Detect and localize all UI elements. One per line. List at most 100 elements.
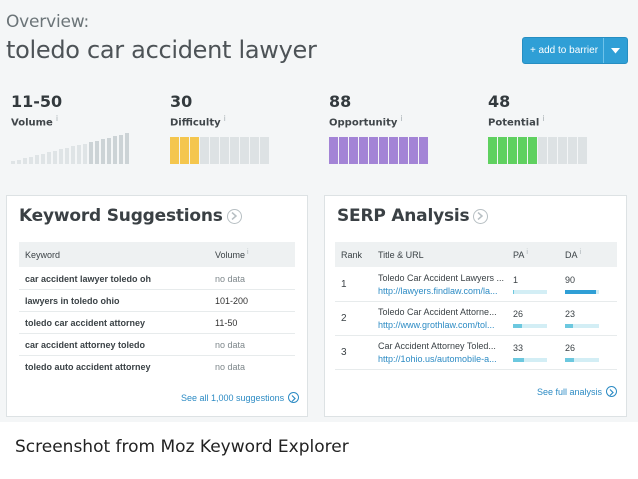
meter-segment xyxy=(200,137,209,164)
keyword-suggestions-title[interactable]: Keyword Suggestions xyxy=(19,206,242,226)
rank-cell: 3 xyxy=(341,347,347,358)
chevron-right-circle-icon[interactable] xyxy=(226,208,242,224)
info-icon[interactable]: i xyxy=(542,114,545,123)
meter-segment xyxy=(220,137,229,164)
rank-cell: 1 xyxy=(341,279,347,290)
meter-segment xyxy=(359,137,368,164)
histogram-bar xyxy=(11,161,15,164)
add-to-list-button[interactable]: + add to barrier xyxy=(522,37,628,64)
meter-segment xyxy=(548,137,557,164)
table-header: Rank Title & URL PA i DA i xyxy=(335,242,617,267)
metric-label: Volume xyxy=(11,117,53,129)
volume-cell: no data xyxy=(215,339,246,350)
column-header-da: DA i xyxy=(565,249,582,260)
metric-value: 30 xyxy=(170,92,193,111)
table-row[interactable]: car accident attorney toledo no data xyxy=(19,334,295,356)
difficulty-meter xyxy=(170,130,270,164)
meter-segment xyxy=(379,137,388,164)
result-title: Car Accident Attorney Toled... xyxy=(378,341,496,351)
da-bar xyxy=(565,290,599,294)
da-value: 26 xyxy=(565,343,576,353)
histogram-bar xyxy=(47,152,51,164)
meter-segment xyxy=(538,137,547,164)
histogram-bar xyxy=(83,144,87,164)
chevron-right-circle-icon[interactable] xyxy=(473,208,489,224)
da-bar xyxy=(565,324,599,328)
serp-analysis-panel: SERP Analysis Rank Title & URL PA i DA i 1… xyxy=(324,195,627,417)
pa-value: 1 xyxy=(513,275,519,285)
column-header-volume: Volume i xyxy=(215,249,249,260)
add-to-list-label: + add to barrier xyxy=(529,45,599,56)
pa-bar xyxy=(513,290,547,294)
info-icon[interactable]: i xyxy=(55,114,59,123)
volume-cell: 11-50 xyxy=(215,317,238,328)
pa-bar-fill xyxy=(513,358,524,362)
histogram-bar xyxy=(29,157,33,164)
chevron-right-circle-icon xyxy=(606,386,618,397)
meter-segment xyxy=(339,137,348,164)
chevron-down-icon xyxy=(611,47,620,53)
meter-segment xyxy=(240,137,249,164)
meter-segment xyxy=(230,137,239,164)
pa-bar-fill xyxy=(513,290,514,294)
meter-segment xyxy=(419,137,428,164)
meter-segment xyxy=(190,137,199,164)
pa-bar xyxy=(513,358,547,362)
pa-bar xyxy=(513,324,547,328)
meter-segment xyxy=(349,137,358,164)
result-url-link[interactable]: http://www.grothlaw.com/tol... xyxy=(378,320,495,330)
keyword-cell: toledo auto accident attorney xyxy=(25,362,151,372)
keyword-cell: lawyers in toledo ohio xyxy=(25,295,120,306)
info-icon: i xyxy=(247,249,249,256)
serp-analysis-title[interactable]: SERP Analysis xyxy=(337,206,489,226)
histogram-bar xyxy=(53,151,57,164)
histogram-bar xyxy=(17,160,21,164)
opportunity-meter xyxy=(329,130,429,164)
keyword-cell: car accident attorney toledo xyxy=(25,339,146,350)
metric-value: 48 xyxy=(488,92,511,111)
metric-volume: 11-50 Volume i xyxy=(11,92,62,128)
histogram-bar xyxy=(113,136,117,164)
table-row[interactable]: lawyers in toledo ohio 101-200 xyxy=(19,290,295,312)
da-bar-fill xyxy=(565,290,596,294)
overview-label: Overview: xyxy=(6,12,90,32)
potential-meter xyxy=(488,130,588,164)
table-row[interactable]: car accident lawyer toledo oh no data xyxy=(19,268,295,290)
result-url-link[interactable]: http://lawyers.findlaw.com/la... xyxy=(378,286,498,296)
meter-segment xyxy=(250,137,259,164)
info-icon[interactable]: i xyxy=(400,114,403,123)
meter-segment xyxy=(518,137,527,164)
meter-segment xyxy=(389,137,398,164)
meter-segment xyxy=(528,137,537,164)
meter-segment xyxy=(260,137,269,164)
info-icon[interactable]: i xyxy=(223,114,226,123)
dropdown-caret-button[interactable] xyxy=(603,38,627,63)
meter-segment xyxy=(369,137,378,164)
see-full-analysis-link[interactable]: See full analysis xyxy=(537,386,618,397)
histogram-bar xyxy=(101,139,105,164)
da-value: 23 xyxy=(565,309,576,319)
see-all-suggestions-link[interactable]: See all 1,000 suggestions xyxy=(181,392,300,403)
keyword-cell: toledo car accident attorney xyxy=(25,317,146,328)
histogram-bar xyxy=(35,155,39,164)
meter-segment xyxy=(329,137,338,164)
keyword-title: toledo car accident lawyer xyxy=(6,36,317,64)
result-url-link[interactable]: http://1ohio.us/automobile-a... xyxy=(378,354,497,364)
histogram-bar xyxy=(65,148,69,164)
table-row[interactable]: toledo auto accident attorney no data xyxy=(19,356,295,378)
meter-segment xyxy=(399,137,408,164)
meter-segment xyxy=(170,137,179,164)
keyword-suggestions-panel: Keyword Suggestions Keyword Volume i car … xyxy=(6,195,308,417)
histogram-bar xyxy=(41,154,45,164)
info-icon: i xyxy=(526,249,528,256)
meter-segment xyxy=(210,137,219,164)
chevron-right-circle-icon xyxy=(288,392,300,403)
column-header-title-url: Title & URL xyxy=(378,249,424,260)
metric-label: Potential xyxy=(488,117,540,129)
pa-bar-fill xyxy=(513,324,522,328)
column-header-pa: PA i xyxy=(513,249,528,260)
histogram-bar xyxy=(107,138,111,164)
table-header: Keyword Volume i xyxy=(19,242,295,267)
volume-histogram xyxy=(11,130,131,164)
table-row[interactable]: toledo car accident attorney 11-50 xyxy=(19,312,295,334)
